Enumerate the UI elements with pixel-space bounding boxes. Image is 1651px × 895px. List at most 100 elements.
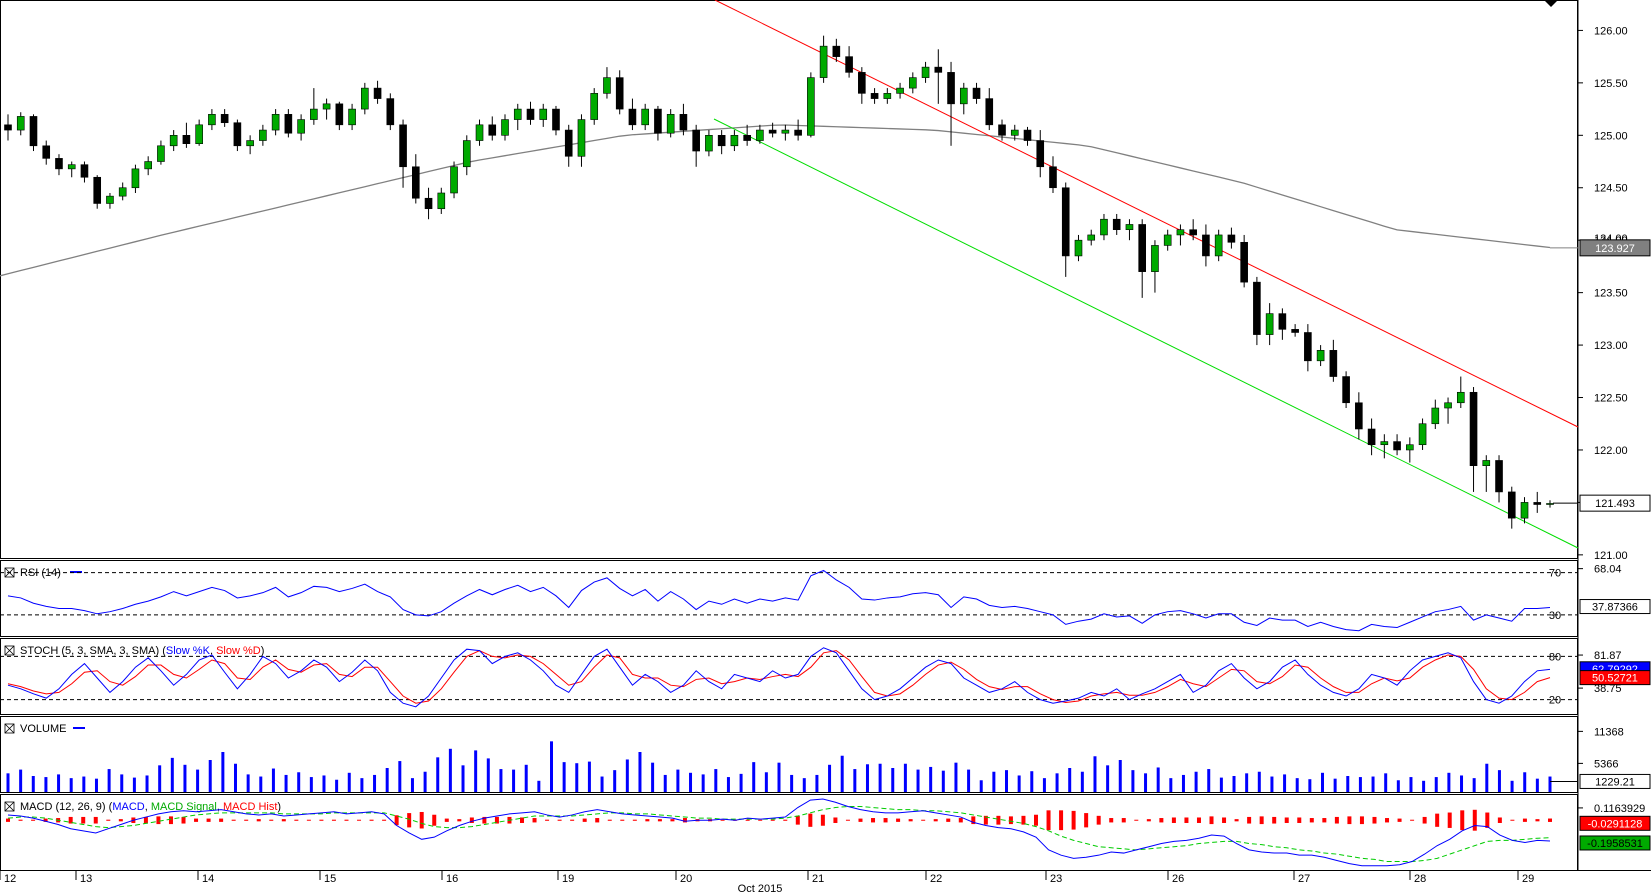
candle-down — [526, 108, 535, 120]
candle-down — [1304, 332, 1312, 362]
macd-hist-bar — [632, 819, 637, 821]
time-tick-label: 22 — [930, 873, 942, 885]
candle — [4, 114, 12, 141]
macd-hist-bar — [921, 819, 926, 821]
candle-down — [692, 129, 700, 152]
time-tick-label: 15 — [324, 873, 336, 885]
price-tick-label: 126.00 — [1594, 25, 1628, 37]
last-price-label: 121.493 — [1595, 498, 1635, 510]
macd-hist-bar — [1159, 818, 1164, 823]
macd-hist-bar — [1046, 810, 1051, 831]
candle — [1291, 324, 1299, 337]
candle — [1112, 213, 1121, 235]
candle-down — [858, 72, 866, 94]
candle-down — [1061, 187, 1070, 257]
candle-up — [1546, 503, 1554, 505]
macd-hist-bar — [532, 818, 537, 823]
macd-hist-bar — [871, 818, 876, 823]
macd-hist-bar — [369, 819, 374, 821]
macd-hist-bar — [1334, 816, 1339, 824]
time-tick-label: 29 — [1522, 873, 1534, 885]
axis-tick-label: 68.04 — [1594, 564, 1622, 576]
candle — [259, 124, 267, 146]
candle-up — [118, 187, 127, 197]
candle — [883, 88, 892, 104]
macd-hist-bar — [1510, 819, 1515, 821]
candle — [67, 161, 76, 178]
candle — [1316, 345, 1325, 367]
macd-hist-bar — [219, 818, 224, 822]
macd-hist-bar — [607, 819, 612, 821]
macd-hist-bar — [1385, 818, 1390, 823]
candle — [1520, 497, 1529, 524]
macd-hist-bar — [795, 815, 800, 825]
candle-down — [386, 98, 395, 126]
candle — [1202, 224, 1210, 267]
candle — [756, 124, 764, 144]
time-tick-label: 27 — [1298, 873, 1310, 885]
candle — [80, 161, 89, 183]
time-tick-label: 23 — [1050, 873, 1062, 885]
candle-up — [730, 135, 739, 147]
candle-down — [399, 124, 407, 168]
candle — [794, 119, 802, 141]
candle-up — [1163, 234, 1172, 246]
candle — [730, 130, 739, 152]
macd-hist-bar — [657, 819, 662, 822]
price-tick-label: 124.50 — [1594, 183, 1628, 195]
macd-hist-bar — [1535, 819, 1540, 822]
macd-hist-bar — [845, 819, 850, 821]
candle-down — [615, 77, 624, 110]
candle — [1329, 339, 1338, 382]
macd-hist-bar — [1472, 809, 1477, 831]
candle-down — [998, 124, 1006, 136]
moving-average-line — [0, 124, 1551, 277]
axis-tick-label: 38.75 — [1594, 683, 1622, 695]
macd-hist-bar — [983, 815, 988, 825]
macd-hist-bar — [645, 819, 650, 822]
candle — [1074, 234, 1083, 262]
macd-hist-bar — [996, 815, 1001, 825]
macd-hist-bar — [896, 818, 901, 822]
candle — [233, 119, 242, 152]
candle — [475, 119, 484, 146]
macd-hist-bar — [1209, 816, 1214, 825]
candle — [896, 82, 904, 99]
candle-up — [959, 87, 968, 105]
panel-close-icon-mark — [4, 723, 15, 734]
candle — [118, 182, 127, 201]
candle-down — [628, 108, 637, 126]
candle-down — [1227, 234, 1236, 243]
panel-close-icon-mark — [4, 801, 15, 812]
candle-down — [424, 197, 433, 210]
candle-down — [1533, 502, 1542, 505]
candle-up — [437, 192, 446, 210]
candle — [1036, 130, 1045, 178]
candle-down — [679, 114, 688, 131]
candle — [1100, 213, 1108, 241]
macd-hist-bar — [833, 817, 838, 823]
candle-down — [972, 87, 981, 99]
macd-hist-bar — [269, 819, 274, 821]
candle — [692, 124, 700, 167]
rsi-level-label: 70 — [1549, 568, 1561, 580]
candle-up — [1265, 313, 1274, 335]
candle-down — [743, 135, 751, 141]
candle — [1482, 455, 1491, 492]
price-axis: 126.00125.50125.00124.50124.00123.50123.… — [1544, 0, 1651, 562]
candle-down — [1495, 460, 1503, 493]
macd-hist-bar — [81, 816, 86, 824]
macd-hist-label: -0.0291128 — [1588, 818, 1643, 830]
candle-down — [717, 135, 726, 147]
candle-up — [781, 129, 790, 134]
candle-down — [1342, 376, 1350, 404]
candle-down — [1291, 329, 1299, 333]
scroll-marker-icon — [1544, 0, 1558, 7]
lower-channel-line — [713, 118, 1579, 549]
candle-up — [1520, 502, 1529, 519]
macd-hist-bar — [933, 819, 938, 822]
candle-up — [909, 77, 917, 89]
candle-up — [1316, 350, 1325, 362]
price-tick-label: 125.00 — [1594, 130, 1628, 142]
